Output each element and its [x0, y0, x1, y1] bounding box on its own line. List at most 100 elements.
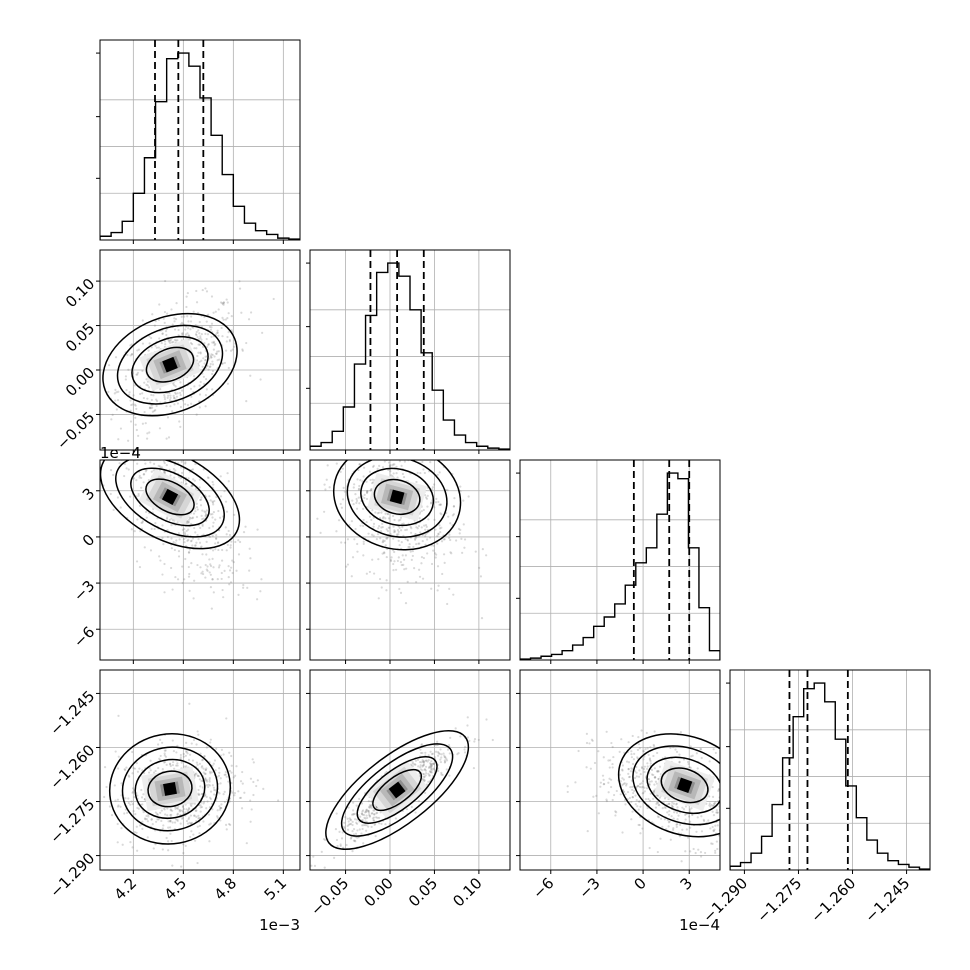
- sample-point: [170, 341, 174, 344]
- sample-point: [220, 571, 223, 575]
- sample-point: [420, 526, 423, 529]
- sample-point: [731, 763, 733, 765]
- sample-point: [164, 279, 167, 283]
- sample-point: [187, 320, 190, 323]
- sample-point: [411, 550, 414, 553]
- sample-point: [378, 525, 381, 528]
- sample-point: [641, 792, 644, 795]
- sample-point: [206, 364, 209, 368]
- sample-point: [373, 813, 376, 816]
- sample-point: [204, 287, 207, 290]
- sample-point: [156, 812, 159, 815]
- sample-point: [116, 420, 118, 422]
- sample-point: [171, 763, 174, 767]
- sample-point: [184, 482, 188, 485]
- sample-point: [197, 775, 201, 778]
- sample-point: [182, 807, 185, 811]
- sample-point: [170, 547, 173, 550]
- sample-point: [433, 518, 436, 521]
- sample-point: [678, 761, 681, 764]
- sample-point: [211, 784, 214, 787]
- sample-point: [711, 825, 714, 829]
- sample-point: [129, 495, 132, 498]
- sample-point: [193, 544, 197, 547]
- density-peak: [162, 356, 178, 373]
- sample-point: [429, 536, 432, 539]
- sample-point: [621, 831, 624, 834]
- sample-point: [163, 760, 167, 764]
- sample-point: [739, 795, 741, 797]
- sample-point: [182, 752, 185, 756]
- sample-point: [699, 855, 703, 858]
- sample-point: [195, 506, 199, 509]
- sample-point: [429, 763, 432, 767]
- sample-point: [672, 802, 676, 805]
- sample-point: [208, 770, 212, 773]
- sample-point: [187, 538, 190, 541]
- sample-point: [682, 808, 686, 811]
- sample-point: [164, 813, 167, 816]
- sample-point: [107, 390, 110, 393]
- sample-point: [381, 454, 383, 456]
- sample-point: [198, 778, 201, 781]
- sample-point: [323, 866, 326, 869]
- sample-point: [180, 460, 183, 463]
- sample-point: [190, 822, 193, 825]
- sample-point: [627, 768, 630, 771]
- sample-point: [440, 753, 443, 756]
- sample-point: [427, 772, 430, 775]
- panel-frame: [309, 249, 511, 451]
- sample-point: [391, 475, 394, 478]
- sample-point: [191, 517, 194, 520]
- sample-point: [127, 368, 130, 371]
- sample-point: [724, 813, 726, 815]
- sample-point: [722, 763, 724, 765]
- sample-point: [160, 819, 163, 823]
- sample-point: [176, 807, 180, 810]
- sample-point: [167, 820, 170, 823]
- sample-point: [166, 528, 169, 532]
- sample-point: [643, 770, 646, 774]
- sample-point: [188, 572, 191, 576]
- sample-point: [222, 301, 226, 304]
- sample-point: [191, 468, 195, 471]
- sample-point: [135, 373, 138, 376]
- sample-point: [220, 806, 223, 810]
- sample-point: [200, 572, 203, 575]
- panel-1-3: −0.05 0.00 0.05 0.10: [306, 669, 511, 919]
- sample-point: [127, 439, 130, 442]
- sample-point: [206, 565, 209, 568]
- sample-point: [631, 796, 634, 799]
- y-tick-label: −1.245: [46, 687, 98, 739]
- x-tick-label: 4.8: [211, 874, 241, 904]
- sample-point: [429, 762, 432, 765]
- sample-point: [173, 328, 177, 331]
- sample-point: [346, 828, 350, 831]
- sample-point: [137, 492, 140, 496]
- sample-point: [184, 403, 187, 406]
- sample-point: [219, 475, 222, 478]
- sample-point: [109, 492, 112, 496]
- sample-point: [190, 804, 193, 808]
- panel-frame: [99, 249, 301, 451]
- sample-point: [670, 815, 673, 818]
- sample-point: [377, 527, 380, 530]
- sample-point: [151, 438, 153, 440]
- sample-point: [667, 821, 671, 824]
- sample-point: [211, 501, 215, 504]
- sample-point: [609, 785, 613, 789]
- y-tick-label: 0.05: [62, 319, 98, 355]
- sample-point: [225, 533, 228, 536]
- sample-point: [159, 387, 162, 391]
- sample-point: [196, 763, 199, 766]
- sample-point: [189, 822, 192, 825]
- sample-point: [157, 743, 160, 746]
- sample-point: [695, 830, 698, 833]
- sample-point: [221, 548, 224, 552]
- sample-point: [256, 528, 259, 531]
- sample-point: [190, 539, 193, 542]
- sample-point: [195, 413, 198, 416]
- sample-point: [463, 538, 467, 541]
- sample-point: [171, 739, 174, 742]
- sample-point: [114, 356, 118, 359]
